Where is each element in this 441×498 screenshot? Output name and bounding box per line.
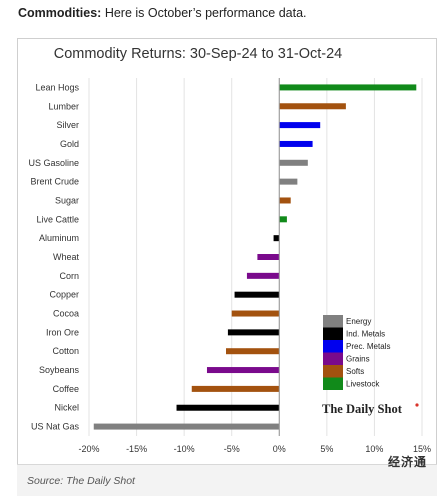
bar-lumber	[279, 103, 346, 110]
bar-cotton	[226, 348, 280, 355]
x-tick-label: 5%	[320, 444, 333, 454]
bar-wheat	[257, 254, 280, 260]
category-label: Cotton	[52, 346, 79, 356]
category-label: Cocoa	[53, 309, 79, 319]
bar-iron-ore	[227, 329, 280, 336]
legend-label: Softs	[346, 367, 364, 376]
category-label: Aluminum	[39, 233, 79, 243]
intro-line: Commodities: Here is October’s performan…	[18, 6, 307, 20]
category-label: US Nat Gas	[31, 422, 80, 432]
watermark-cn: 经济通	[387, 455, 427, 469]
source-footer: Source: The Daily Shot 经济通 etnet	[17, 455, 437, 496]
legend-label: Livestock	[346, 380, 380, 389]
category-label: Iron Ore	[46, 327, 79, 337]
legend-swatch-livestock	[323, 377, 343, 390]
category-label: Live Cattle	[36, 214, 79, 224]
bar-soybeans	[206, 367, 280, 374]
bar-lean-hogs	[279, 84, 417, 91]
bar-live-cattle	[279, 216, 287, 223]
x-tick-label: 10%	[365, 444, 383, 454]
category-label: Sugar	[55, 195, 79, 205]
bar-gold	[279, 140, 313, 147]
legend-label: Energy	[346, 317, 371, 326]
bar-nickel	[176, 404, 280, 411]
category-label: Soybeans	[39, 365, 80, 375]
brand-dot	[415, 403, 419, 407]
x-tick-label: -10%	[174, 444, 195, 454]
bar-coffee	[191, 385, 280, 392]
bar-copper	[234, 291, 280, 298]
legend-label: Ind. Metals	[346, 330, 385, 339]
category-label: Coffee	[53, 384, 79, 394]
legend-swatch-energy	[323, 315, 343, 328]
category-label: Lumber	[48, 101, 79, 111]
legend-swatch-ind-metals	[323, 327, 343, 340]
category-label: Wheat	[53, 252, 80, 262]
legend-label: Prec. Metals	[346, 342, 390, 351]
bar-corn	[246, 272, 280, 279]
bar-cocoa	[231, 310, 280, 317]
bar-us-nat-gas	[93, 423, 280, 430]
category-label: Lean Hogs	[35, 82, 79, 92]
category-label: Brent Crude	[30, 177, 79, 187]
category-label: Corn	[59, 271, 79, 281]
x-tick-label: -15%	[126, 444, 147, 454]
intro-text: Here is October’s performance data.	[101, 6, 307, 20]
legend-label: Grains	[346, 355, 370, 364]
legend-swatch-prec-metals	[323, 340, 343, 353]
chart-title: Commodity Returns: 30-Sep-24 to 31-Oct-2…	[54, 46, 343, 62]
category-label: Silver	[56, 120, 79, 130]
category-label: US Gasoline	[28, 158, 79, 168]
legend-swatch-softs	[323, 365, 343, 378]
source-text: Source: The Daily Shot	[27, 475, 135, 487]
category-label: Copper	[49, 290, 79, 300]
bar-silver	[279, 122, 321, 129]
bar-us-gasoline	[279, 159, 308, 166]
category-label: Gold	[60, 139, 79, 149]
x-tick-label: 0%	[273, 444, 286, 454]
bar-brent-crude	[279, 178, 298, 185]
x-tick-label: -20%	[78, 444, 99, 454]
chart-frame	[17, 38, 437, 496]
bar-aluminum	[273, 235, 280, 242]
legend-swatch-grains	[323, 352, 343, 365]
x-tick-label: 15%	[413, 444, 431, 454]
category-label: Nickel	[54, 403, 79, 413]
intro-bold: Commodities:	[18, 6, 102, 20]
bar-sugar	[279, 197, 291, 204]
x-tick-label: -5%	[224, 444, 240, 454]
brand-logo: The Daily Shot	[322, 402, 403, 416]
